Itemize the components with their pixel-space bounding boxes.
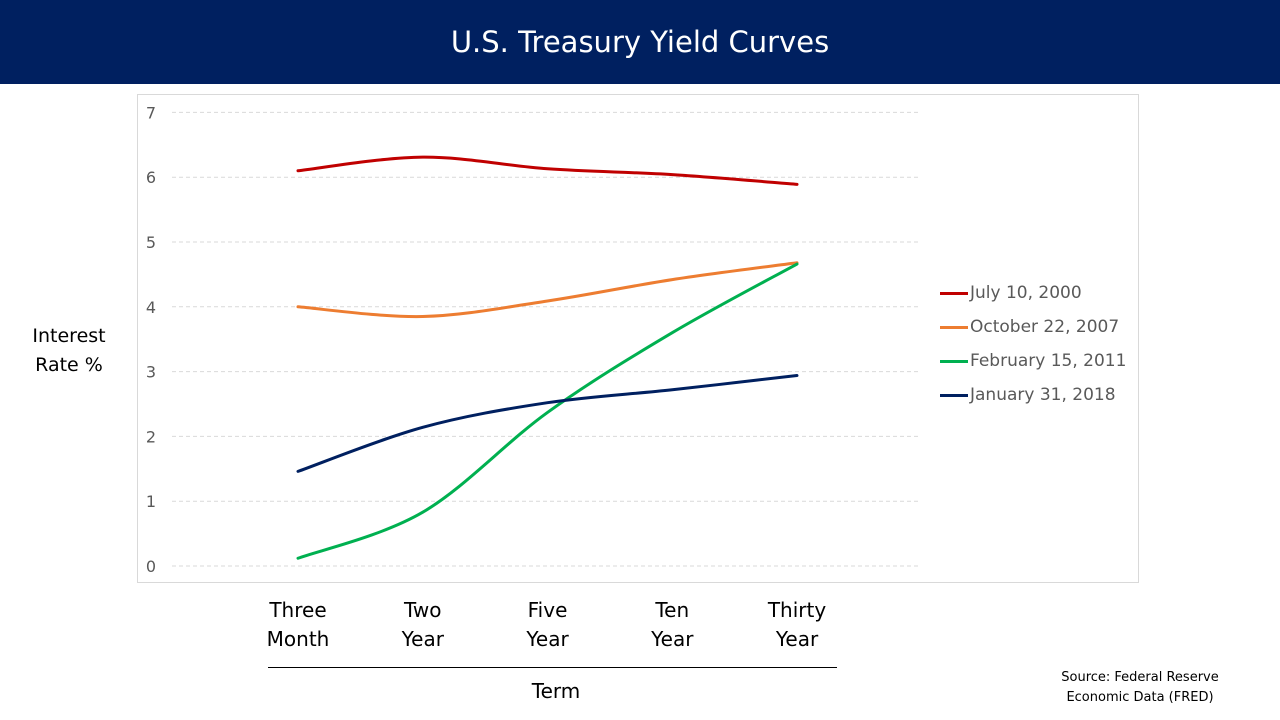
x-tick-label: Three Month (238, 596, 358, 654)
x-tick-label-line: Thirty (767, 598, 827, 622)
source-note: Source: Federal Reserve Economic Data (F… (1040, 668, 1240, 708)
legend-label: October 22, 2007 (970, 317, 1120, 337)
x-axis-title: Term (531, 679, 581, 703)
y-tick-label: 3 (146, 363, 156, 382)
legend-swatch (940, 291, 968, 295)
series-line-2 (296, 261, 799, 319)
x-tick-label-line: Two (404, 598, 442, 622)
legend-item: July 10, 2000 (940, 276, 1126, 310)
y-tick-label: 4 (146, 298, 156, 317)
y-axis-title-line1: Interest (32, 325, 106, 347)
legend-swatch (940, 393, 968, 397)
x-tick-label: Two Year (363, 596, 483, 654)
legend: July 10, 2000 October 22, 2007 February 15… (940, 276, 1126, 412)
series-line-4 (296, 373, 799, 473)
legend-item: October 22, 2007 (940, 310, 1126, 344)
x-tick-label: Five Year (488, 596, 608, 654)
y-tick-label: 6 (146, 168, 156, 187)
x-tick-label-line: Five (527, 598, 568, 622)
y-axis-title: Interest Rate % (14, 322, 124, 380)
source-line1: Source: Federal Reserve (1061, 670, 1219, 685)
x-tick-label-line: Three (269, 598, 327, 622)
x-tick-label-line: Month (266, 627, 330, 651)
x-tick-label: Ten Year (612, 596, 732, 654)
legend-label: February 15, 2011 (970, 351, 1127, 371)
x-tick-label-line: Year (526, 627, 569, 651)
legend-item: February 15, 2011 (940, 344, 1126, 378)
y-tick-label: 2 (146, 427, 156, 446)
legend-swatch (940, 359, 968, 363)
legend-label: January 31, 2018 (970, 385, 1116, 405)
y-tick-label: 0 (146, 557, 156, 576)
y-tick-label: 7 (146, 103, 156, 122)
source-line2: Economic Data (FRED) (1066, 690, 1214, 705)
x-tick-label: Thirty Year (737, 596, 857, 654)
x-tick-label-line: Year (401, 627, 444, 651)
legend-label: July 10, 2000 (970, 283, 1082, 303)
y-tick-label: 1 (146, 492, 156, 511)
legend-item: January 31, 2018 (940, 378, 1126, 412)
x-axis-rule (268, 667, 837, 668)
y-tick-label: 5 (146, 233, 156, 252)
series-line-3 (296, 262, 799, 560)
chart-title: U.S. Treasury Yield Curves (0, 0, 1280, 84)
x-tick-label-line: Year (775, 627, 819, 651)
x-tick-label-line: Ten (655, 598, 690, 622)
legend-swatch (940, 325, 968, 329)
series-line-1 (296, 155, 799, 186)
y-axis-title-line2: Rate % (35, 354, 103, 376)
x-tick-label-line: Year (651, 627, 694, 651)
